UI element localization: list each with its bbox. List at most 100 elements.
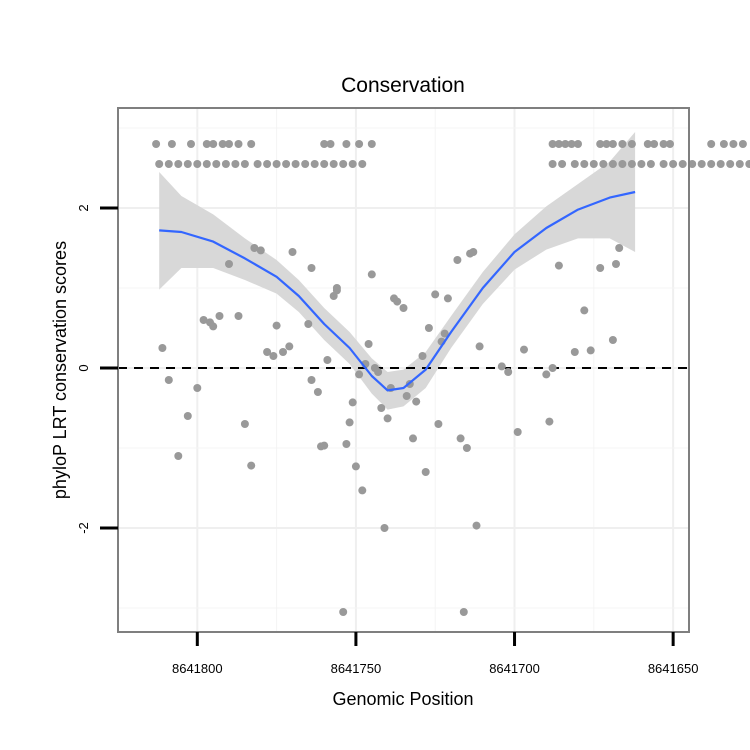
x-tick-label: 8641800: [172, 661, 223, 676]
data-point: [381, 524, 389, 532]
y-axis: -2 0 2: [76, 204, 118, 533]
data-point: [320, 160, 328, 168]
data-point: [209, 322, 217, 330]
y-tick-label: 2: [76, 204, 91, 211]
data-point: [637, 160, 645, 168]
data-point: [368, 140, 376, 148]
data-point: [222, 160, 230, 168]
data-point: [425, 324, 433, 332]
data-point: [235, 312, 243, 320]
data-point: [628, 160, 636, 168]
data-point: [384, 414, 392, 422]
data-point: [292, 160, 300, 168]
data-point: [419, 352, 427, 360]
data-point: [193, 384, 201, 392]
data-point: [679, 160, 687, 168]
data-point: [184, 412, 192, 420]
data-point: [165, 376, 173, 384]
data-point: [549, 364, 557, 372]
data-point: [377, 404, 385, 412]
data-point: [460, 608, 468, 616]
data-point: [580, 306, 588, 314]
data-point: [358, 486, 366, 494]
data-point: [216, 312, 224, 320]
data-point: [212, 160, 220, 168]
data-point: [393, 298, 401, 306]
y-tick-label: 0: [76, 364, 91, 371]
data-point: [257, 246, 265, 254]
data-point: [152, 140, 160, 148]
data-point: [339, 160, 347, 168]
data-point: [187, 140, 195, 148]
x-axis-label: Genomic Position: [332, 689, 473, 709]
data-point: [269, 352, 277, 360]
data-point: [618, 140, 626, 148]
data-point: [346, 418, 354, 426]
data-point: [453, 256, 461, 264]
data-point: [587, 346, 595, 354]
data-point: [618, 160, 626, 168]
data-point: [327, 140, 335, 148]
data-point: [726, 160, 734, 168]
data-point: [571, 348, 579, 356]
data-point: [571, 160, 579, 168]
data-point: [520, 346, 528, 354]
data-point: [279, 348, 287, 356]
data-point: [342, 140, 350, 148]
data-point: [542, 370, 550, 378]
data-point: [203, 160, 211, 168]
data-point: [254, 160, 262, 168]
data-point: [349, 160, 357, 168]
data-point: [158, 344, 166, 352]
data-point: [285, 342, 293, 350]
data-point: [308, 376, 316, 384]
data-point: [736, 160, 744, 168]
data-point: [422, 468, 430, 476]
data-points: [152, 140, 750, 616]
data-point: [707, 160, 715, 168]
data-point: [739, 140, 747, 148]
data-point: [650, 140, 658, 148]
x-tick-label: 8641700: [489, 661, 540, 676]
data-point: [368, 270, 376, 278]
data-point: [717, 160, 725, 168]
data-point: [289, 248, 297, 256]
conservation-chart: Conservation 8641800 8641750 8641700 864165…: [0, 0, 750, 750]
data-point: [241, 160, 249, 168]
data-point: [609, 140, 617, 148]
data-point: [431, 290, 439, 298]
data-point: [609, 160, 617, 168]
y-tick-label: -2: [76, 522, 91, 534]
data-point: [504, 368, 512, 376]
data-point: [365, 340, 373, 348]
data-point: [647, 160, 655, 168]
data-point: [225, 260, 233, 268]
data-point: [314, 388, 322, 396]
data-point: [184, 160, 192, 168]
data-point: [599, 160, 607, 168]
data-point: [669, 160, 677, 168]
data-point: [174, 160, 182, 168]
data-point: [545, 418, 553, 426]
data-point: [612, 260, 620, 268]
data-point: [247, 462, 255, 470]
data-point: [168, 140, 176, 148]
data-point: [476, 342, 484, 350]
data-point: [590, 160, 598, 168]
x-tick-label: 8641750: [331, 661, 382, 676]
data-point: [596, 264, 604, 272]
data-point: [301, 160, 309, 168]
data-point: [174, 452, 182, 460]
data-point: [555, 262, 563, 270]
data-point: [469, 248, 477, 256]
data-point: [355, 370, 363, 378]
data-point: [409, 434, 417, 442]
data-point: [707, 140, 715, 148]
data-point: [339, 608, 347, 616]
data-point: [549, 160, 557, 168]
data-point: [580, 160, 588, 168]
data-point: [374, 368, 382, 376]
data-point: [282, 160, 290, 168]
data-point: [247, 140, 255, 148]
data-point: [342, 440, 350, 448]
